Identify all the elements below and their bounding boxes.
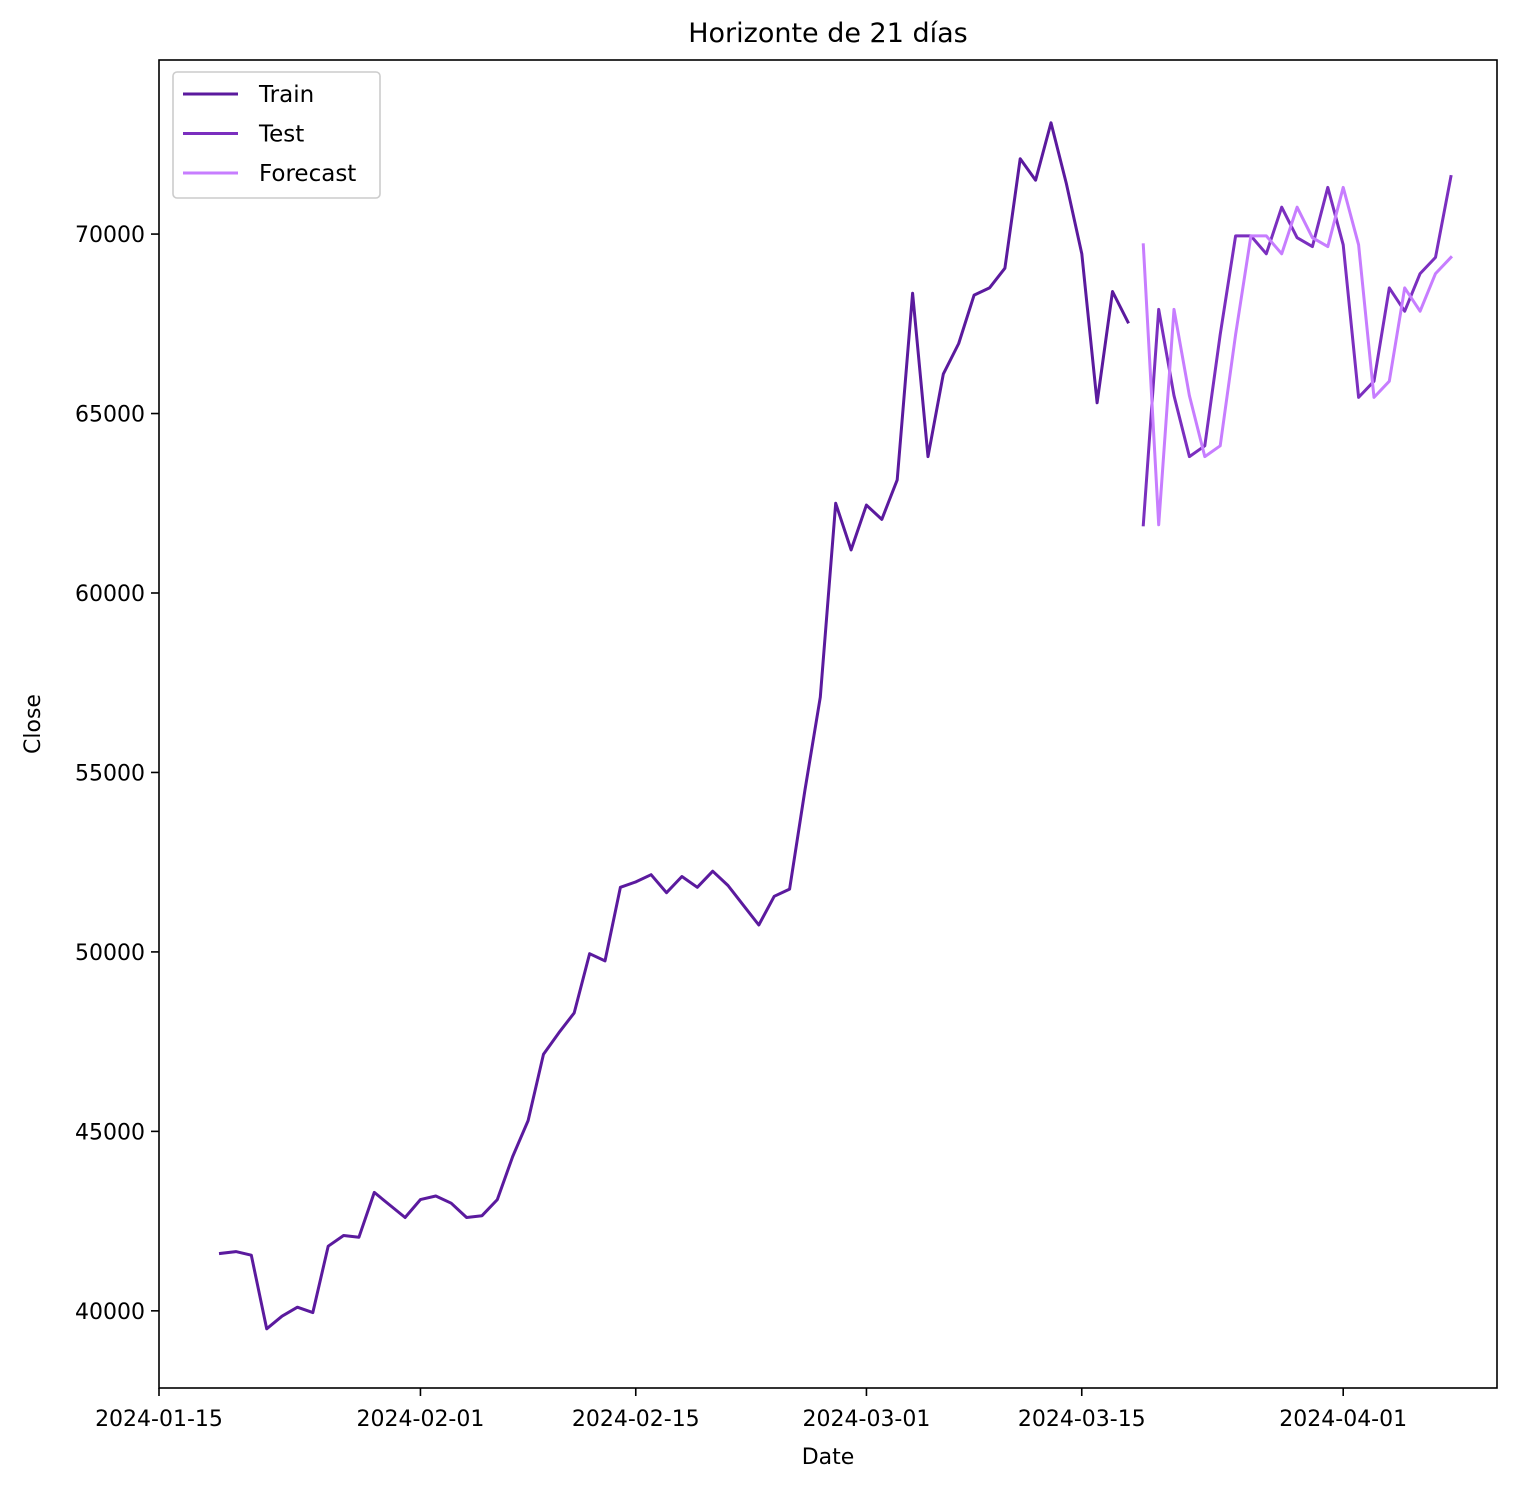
x-tick-label: 2024-02-01 — [357, 1407, 485, 1432]
y-tick-label: 50000 — [75, 941, 145, 966]
legend-label-forecast: Forecast — [259, 161, 356, 187]
y-tick-label: 45000 — [75, 1120, 145, 1145]
legend-box — [172, 71, 381, 199]
y-tick-label: 65000 — [75, 403, 145, 428]
y-tick-label: 40000 — [75, 1300, 145, 1325]
x-tick-label: 2024-03-15 — [1018, 1407, 1146, 1432]
series-line-train — [218, 121, 1130, 1331]
x-tick-label: 2024-02-15 — [572, 1407, 700, 1432]
x-axis-ticks: 2024-01-15 2024-02-01 2024-02-15 2024-03-01… — [95, 1388, 1407, 1432]
y-tick-label: 70000 — [75, 223, 145, 248]
x-tick-label: 2024-03-01 — [803, 1407, 931, 1432]
x-axis-label: Date — [802, 1445, 855, 1470]
plot-frame — [158, 59, 1498, 1389]
series-line-test — [1141, 174, 1453, 527]
y-axis-label: Close — [21, 694, 46, 754]
x-tick-label: 2024-04-01 — [1279, 1407, 1407, 1432]
x-tick-label: 2024-01-15 — [95, 1407, 223, 1432]
legend-label-test: Test — [258, 122, 304, 148]
y-axis-ticks: 40000 45000 50000 55000 60000 65000 70000 — [75, 223, 159, 1325]
legend-label-train: Train — [258, 82, 314, 108]
legend: Train Test Forecast — [172, 71, 381, 199]
chart-title: Horizonte de 21 días — [688, 18, 968, 49]
series-layer — [218, 121, 1454, 1331]
series-line-forecast — [1141, 185, 1454, 527]
y-tick-label: 55000 — [75, 761, 145, 786]
y-tick-label: 60000 — [75, 582, 145, 607]
